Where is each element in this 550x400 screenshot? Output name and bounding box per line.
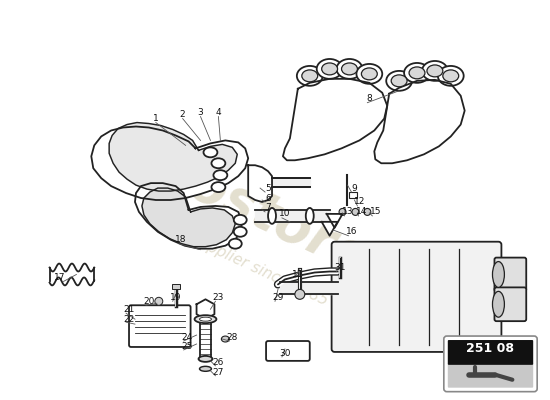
Text: 3: 3 xyxy=(197,108,204,117)
Ellipse shape xyxy=(204,147,217,157)
FancyBboxPatch shape xyxy=(448,363,533,388)
Ellipse shape xyxy=(234,227,247,237)
Text: 10: 10 xyxy=(279,210,291,218)
Polygon shape xyxy=(200,319,211,359)
Ellipse shape xyxy=(213,170,227,180)
Ellipse shape xyxy=(427,65,443,77)
Circle shape xyxy=(364,208,371,215)
Text: 2: 2 xyxy=(180,110,185,119)
Ellipse shape xyxy=(200,366,211,371)
FancyBboxPatch shape xyxy=(494,258,526,291)
Circle shape xyxy=(352,208,359,215)
Ellipse shape xyxy=(391,75,407,87)
Polygon shape xyxy=(196,299,214,319)
Ellipse shape xyxy=(361,68,377,80)
Ellipse shape xyxy=(337,59,362,79)
Text: 28: 28 xyxy=(227,332,238,342)
Bar xyxy=(172,284,180,289)
Ellipse shape xyxy=(409,67,425,79)
Polygon shape xyxy=(135,183,242,249)
Polygon shape xyxy=(272,178,310,187)
Polygon shape xyxy=(327,214,343,228)
Text: 16: 16 xyxy=(346,227,357,236)
Ellipse shape xyxy=(356,64,382,84)
Circle shape xyxy=(339,208,346,215)
Text: a part supplier since 1985: a part supplier since 1985 xyxy=(143,210,331,308)
Polygon shape xyxy=(248,165,272,202)
Polygon shape xyxy=(91,126,248,200)
Ellipse shape xyxy=(443,70,459,82)
Ellipse shape xyxy=(492,262,504,287)
Text: 11: 11 xyxy=(292,270,304,279)
Text: 12: 12 xyxy=(354,198,365,206)
Ellipse shape xyxy=(317,59,343,79)
FancyBboxPatch shape xyxy=(444,336,537,392)
Ellipse shape xyxy=(234,215,247,225)
Circle shape xyxy=(295,289,305,299)
Text: 13: 13 xyxy=(342,208,353,216)
Text: 20: 20 xyxy=(143,297,155,306)
Text: 5: 5 xyxy=(265,184,271,192)
Ellipse shape xyxy=(438,66,464,86)
Polygon shape xyxy=(322,222,338,236)
Text: 9: 9 xyxy=(351,184,358,192)
Text: 4: 4 xyxy=(216,108,221,117)
Text: 6: 6 xyxy=(265,194,271,202)
Ellipse shape xyxy=(386,71,412,91)
Polygon shape xyxy=(283,79,387,160)
Text: 27: 27 xyxy=(213,368,224,377)
Ellipse shape xyxy=(211,158,226,168)
Polygon shape xyxy=(375,80,465,163)
Text: 15: 15 xyxy=(370,208,381,216)
Ellipse shape xyxy=(211,182,226,192)
Text: eurostores: eurostores xyxy=(91,116,404,300)
Ellipse shape xyxy=(342,63,358,75)
Text: 26: 26 xyxy=(213,358,224,367)
Text: 1: 1 xyxy=(153,114,159,123)
Text: 19: 19 xyxy=(170,293,182,302)
Text: 18: 18 xyxy=(175,235,186,244)
Polygon shape xyxy=(255,210,329,222)
Text: 29: 29 xyxy=(272,293,284,302)
FancyBboxPatch shape xyxy=(448,340,533,365)
Ellipse shape xyxy=(229,239,242,249)
Bar xyxy=(349,192,358,198)
Ellipse shape xyxy=(306,208,313,224)
Text: 7: 7 xyxy=(265,204,271,212)
Ellipse shape xyxy=(221,336,229,342)
FancyBboxPatch shape xyxy=(494,287,526,321)
Text: 24: 24 xyxy=(181,332,192,342)
Ellipse shape xyxy=(422,61,448,81)
Text: 25: 25 xyxy=(181,342,192,352)
Polygon shape xyxy=(109,122,237,191)
Ellipse shape xyxy=(404,63,430,83)
Ellipse shape xyxy=(195,315,216,323)
Ellipse shape xyxy=(268,208,276,224)
Text: 14: 14 xyxy=(356,208,367,216)
Text: 8: 8 xyxy=(366,94,372,103)
Circle shape xyxy=(155,297,163,305)
Text: 31: 31 xyxy=(334,263,345,272)
Polygon shape xyxy=(142,188,235,247)
Ellipse shape xyxy=(322,63,338,75)
Ellipse shape xyxy=(492,291,504,317)
FancyBboxPatch shape xyxy=(332,242,502,352)
Text: 23: 23 xyxy=(213,293,224,302)
Polygon shape xyxy=(280,282,338,294)
Text: 21: 21 xyxy=(123,305,135,314)
Ellipse shape xyxy=(200,317,211,321)
FancyBboxPatch shape xyxy=(266,341,310,361)
FancyBboxPatch shape xyxy=(129,305,191,347)
Ellipse shape xyxy=(199,356,212,362)
Text: 30: 30 xyxy=(279,350,291,358)
Text: 17: 17 xyxy=(54,273,65,282)
Ellipse shape xyxy=(302,70,318,82)
Text: 251 08: 251 08 xyxy=(466,342,514,356)
Text: 22: 22 xyxy=(123,315,135,324)
Ellipse shape xyxy=(297,66,323,86)
